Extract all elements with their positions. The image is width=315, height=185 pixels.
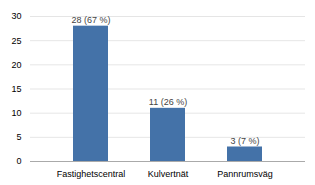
svg-text:20: 20 [11,60,21,70]
svg-text:3 (7 %): 3 (7 %) [230,136,259,146]
svg-text:0: 0 [16,156,21,166]
svg-text:30: 30 [11,11,21,21]
svg-text:10: 10 [11,108,21,118]
svg-text:5: 5 [16,132,21,142]
svg-text:11 (26 %): 11 (26 %) [149,97,187,107]
svg-text:Fastighetscentral: Fastighetscentral [57,169,126,179]
svg-text:28 (67 %): 28 (67 %) [71,15,110,25]
svg-text:Pannrumsväg: Pannrumsväg [217,169,273,179]
svg-text:15: 15 [11,84,21,94]
svg-text:Kulvertnät: Kulvertnät [148,169,189,179]
svg-text:25: 25 [11,36,21,46]
